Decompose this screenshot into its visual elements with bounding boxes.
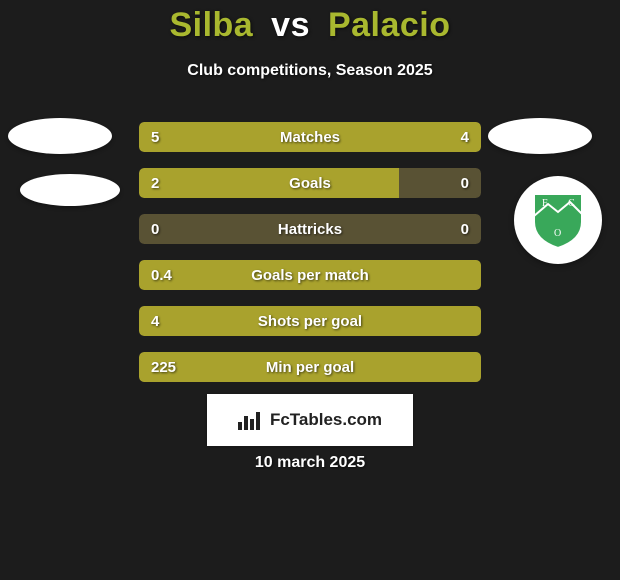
page-title: Silba vs Palacio xyxy=(0,6,620,45)
date-label: 10 march 2025 xyxy=(0,454,620,472)
watermark-bars-icon xyxy=(238,410,264,430)
stat-row: 00Hattricks xyxy=(139,214,481,244)
stat-label: Shots per goal xyxy=(139,306,481,336)
stat-label: Min per goal xyxy=(139,352,481,382)
club-shield-icon: F C O xyxy=(524,186,592,254)
stat-row: 0.4Goals per match xyxy=(139,260,481,290)
stat-row: 20Goals xyxy=(139,168,481,198)
player1-avatar-ellipse-bottom xyxy=(20,174,120,206)
watermark-text: FcTables.com xyxy=(270,410,382,430)
stat-row: 225Min per goal xyxy=(139,352,481,382)
badge-letter-tl: F xyxy=(542,198,548,209)
player1-avatar-ellipse-top xyxy=(8,118,112,154)
comparison-canvas: Silba vs Palacio Club competitions, Seas… xyxy=(0,0,620,580)
stat-row: 4Shots per goal xyxy=(139,306,481,336)
watermark: FcTables.com xyxy=(207,394,413,446)
badge-letter-tr: C xyxy=(568,198,575,209)
badge-letter-bottom: O xyxy=(554,228,561,239)
stats-container: 54Matches 20Goals 00Hattricks 0.4Goals per … xyxy=(139,122,481,382)
vs-separator: vs xyxy=(271,6,310,44)
stat-label: Hattricks xyxy=(139,214,481,244)
player1-name: Silba xyxy=(169,6,253,44)
stat-label: Goals per match xyxy=(139,260,481,290)
player2-avatar-ellipse xyxy=(488,118,592,154)
stat-label: Matches xyxy=(139,122,481,152)
subtitle: Club competitions, Season 2025 xyxy=(0,62,620,80)
player2-name: Palacio xyxy=(328,6,451,44)
stat-row: 54Matches xyxy=(139,122,481,152)
stat-label: Goals xyxy=(139,168,481,198)
player2-club-badge: F C O xyxy=(514,176,602,264)
